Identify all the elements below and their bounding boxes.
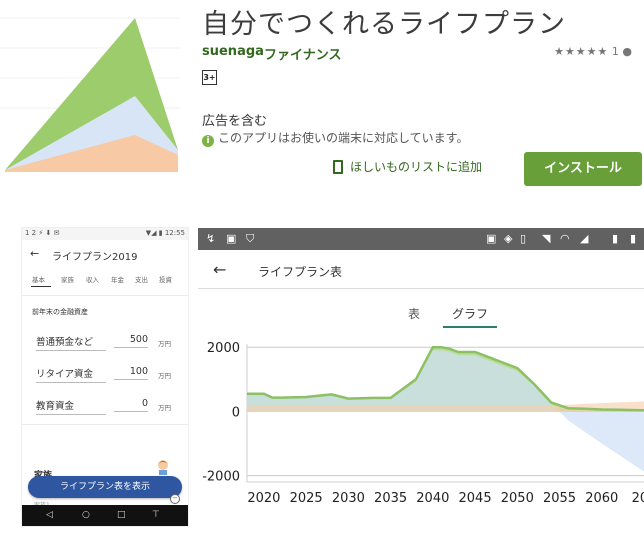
tab-family[interactable]: 家族 [61, 276, 74, 284]
shield-icon: ⛉ [246, 232, 255, 245]
nav-back-icon[interactable]: ◁ [46, 510, 53, 520]
x-tick-label: 2030 [332, 491, 365, 506]
tab-income[interactable]: 収入 [86, 276, 99, 284]
rating-count: 1 [611, 45, 619, 58]
field-unit: 万円 [158, 404, 171, 412]
tab-basic[interactable]: 基本 [32, 276, 45, 284]
field-input-savings[interactable]: 500 [114, 334, 148, 348]
screen-title: ライフプラン2019 [52, 252, 138, 263]
field-unit: 万円 [158, 340, 171, 348]
field-label-retirement: リタイア資金 [36, 366, 106, 383]
lte-icon: ◢ [580, 232, 589, 245]
field-input-education[interactable]: 0 [114, 398, 148, 412]
app-icon [0, 0, 180, 195]
compatibility-text: このアプリはお使いの端末に対応しています。 [218, 131, 469, 145]
show-plan-table-button[interactable]: ライフプラン表を表示 [28, 476, 182, 498]
series-area-orange [247, 401, 644, 412]
active-tab-indicator [443, 326, 497, 328]
nav-home-icon[interactable]: ○ [82, 510, 90, 520]
series-area-blue [247, 350, 644, 472]
bookmark-plus-icon [333, 160, 343, 174]
x-tick-label: 206 [632, 491, 644, 506]
rating-summary: ★★★★★ 1 ● [554, 45, 632, 58]
series-line-green [247, 345, 644, 412]
info-icon: i [202, 135, 214, 147]
bt-icon: ▣ [486, 232, 497, 245]
age-rating-badge: 3+ [202, 70, 217, 85]
nav-recents-icon[interactable]: □ [117, 510, 126, 520]
screenshot-phone-graph[interactable]: ↯ ▣ ⛉ ▣ ◈ ▯ ◥ ◠ ◢ ▮ ▮ ← ライフプラン表 表 グラフ 20… [198, 228, 644, 533]
status-left: 1 2 ⚡ ⬇ ✉ [25, 229, 60, 237]
divider [22, 424, 188, 425]
person-icon: ● [622, 45, 632, 58]
status-bar: 1 2 ⚡ ⬇ ✉ ▼◢ ▮ 12:55 [22, 228, 188, 240]
screenshot-phone-form[interactable]: 1 2 ⚡ ⬇ ✉ ▼◢ ▮ 12:55 ← ライフプラン2019 基本 家族 … [22, 228, 188, 526]
status-right: ▼◢ ▮ 12:55 [145, 229, 185, 237]
life-plan-chart: 2000 0 -2000 2020 2025 2030 2035 2040 2045 2050 20… [202, 341, 644, 506]
signal-icon: ◥ [542, 232, 551, 245]
back-arrow-icon[interactable]: ← [213, 260, 227, 279]
y-tick-label: 2000 [207, 341, 240, 356]
remove-icon[interactable]: − [170, 494, 180, 504]
x-tick-label: 2040 [416, 491, 449, 506]
battery-icon: ▮ [630, 232, 637, 245]
back-arrow-icon[interactable]: ← [30, 247, 40, 260]
field-label-education: 教育資金 [36, 398, 106, 415]
screen-title: ライフプラン表 [258, 265, 343, 279]
developer-link[interactable]: suenaga [202, 44, 264, 59]
wifi-icon: ◠ [560, 232, 570, 245]
tab-investment[interactable]: 投資 [159, 276, 172, 284]
y-tick-label: 0 [232, 405, 240, 420]
divider [22, 295, 188, 296]
x-tick-label: 2020 [247, 491, 280, 506]
add-to-wishlist-button[interactable]: ほしいものリストに追加 [333, 158, 482, 175]
x-tick-label: 2035 [374, 491, 407, 506]
tab-bar: 基本 家族 収入 年金 支出 投資 [22, 270, 188, 288]
notification-icon: ↯ [206, 232, 216, 245]
vibrate-icon: ▯ [520, 232, 527, 245]
section-title: 前年末の金融資産 [32, 308, 88, 316]
compatibility-notice: i このアプリはお使いの端末に対応しています。 [202, 129, 468, 147]
category-link[interactable]: ファイナンス [264, 48, 342, 63]
bt-phone-icon: ▮ [612, 232, 619, 245]
avatar-icon [158, 460, 168, 475]
field-unit: 万円 [158, 372, 171, 380]
x-tick-label: 2060 [585, 491, 618, 506]
image-icon: ▣ [226, 232, 237, 245]
tab-graph[interactable]: グラフ [452, 307, 489, 321]
tab-table[interactable]: 表 [408, 307, 421, 321]
x-tick-label: 2050 [501, 491, 534, 506]
wishlist-label: ほしいものリストに追加 [350, 160, 483, 174]
divider [198, 288, 644, 289]
install-button[interactable]: インストール [524, 152, 642, 186]
x-tick-label: 2045 [459, 491, 492, 506]
nfc-icon: ◈ [504, 232, 513, 245]
x-tick-label: 2025 [290, 491, 323, 506]
field-label-savings: 普通預金など [36, 334, 106, 351]
android-nav-bar: ◁ ○ □ ⊤ [22, 505, 188, 526]
app-title: 自分でつくれるライフプラン [202, 9, 566, 40]
tab-expense[interactable]: 支出 [135, 276, 148, 284]
contains-ads-label: 広告を含む [202, 114, 268, 129]
active-tab-indicator [31, 286, 51, 287]
nav-keyboard-icon[interactable]: ⊤ [152, 510, 160, 520]
y-tick-label: -2000 [202, 470, 240, 485]
field-input-retirement[interactable]: 100 [114, 366, 148, 380]
rating-stars-icon: ★★★★★ [554, 45, 609, 58]
x-tick-label: 2055 [543, 491, 576, 506]
status-bar: ↯ ▣ ⛉ ▣ ◈ ▯ ◥ ◠ ◢ ▮ ▮ [198, 228, 644, 250]
tab-pension[interactable]: 年金 [111, 276, 124, 284]
